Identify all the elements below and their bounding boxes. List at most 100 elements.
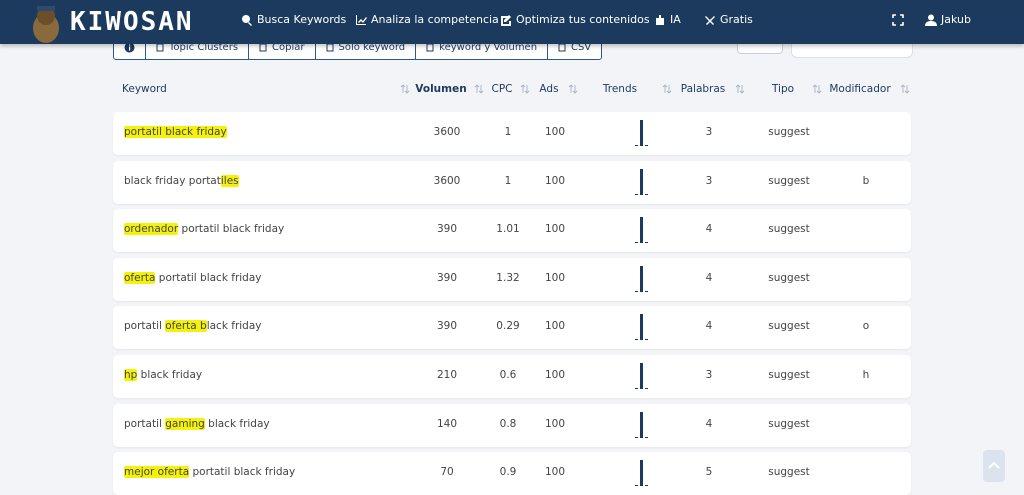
keyword-cell: portatil oferta black friday <box>124 320 262 333</box>
trend-sparkline <box>635 460 648 487</box>
keyword-segment: black friday portat <box>124 174 221 187</box>
user-menu[interactable]: Jakub <box>925 13 971 26</box>
navbar: KIWOSAN Jakub Busca Keywords Analiza la c… <box>0 0 1024 44</box>
trend-sparkline <box>635 411 648 438</box>
info-button[interactable] <box>114 35 146 59</box>
table-row: hp black friday 210 0.6 100 3 suggest h <box>113 355 911 398</box>
cpc-cell: 0.8 <box>499 417 517 430</box>
cpc-cell: 1.01 <box>496 223 520 236</box>
ads-cell: 100 <box>544 174 566 187</box>
cpc-cell: 0.6 <box>499 369 517 381</box>
scroll-top-button[interactable] <box>983 450 1005 482</box>
palabras-cell: 3 <box>705 369 713 381</box>
keyword-segment: portatil <box>124 417 166 430</box>
palabras-cell: 4 <box>705 223 713 236</box>
keyword-cell: mejor oferta portatil black friday <box>124 466 296 479</box>
keyword-segment: lack friday <box>206 320 262 333</box>
column-header[interactable]: Palabras <box>680 83 726 95</box>
sort-icon[interactable] <box>662 84 672 94</box>
keyword-cell: portatil black friday <box>124 126 227 138</box>
nav-link-text: Analiza la competencia <box>371 13 499 26</box>
nav-link[interactable]: Analiza la competencia <box>355 13 499 26</box>
table-row: black friday portatiles 3600 1 100 3 suggest b <box>113 160 911 204</box>
sort-icon[interactable] <box>812 84 822 94</box>
nav-link-text: Busca Keywords <box>257 13 347 26</box>
column-header[interactable]: Ads <box>539 83 559 95</box>
nav-link-text: Optimiza tus contenidos <box>516 13 650 26</box>
volumen-cell: 390 <box>436 271 458 284</box>
column-header[interactable]: Volumen <box>415 83 467 95</box>
ads-cell: 100 <box>544 320 566 333</box>
keyword-segment: iles <box>220 174 239 187</box>
trend-sparkline <box>635 363 648 389</box>
palabras-cell: 4 <box>705 271 713 284</box>
sort-icon[interactable] <box>400 84 410 94</box>
palabras-cell: 4 <box>705 417 713 430</box>
nav-link[interactable]: IA <box>654 13 681 26</box>
table-row: portatil gaming black friday 140 0.8 100 4 su… <box>113 403 911 447</box>
keyword-segment: portatil black friday <box>124 126 227 138</box>
volumen-cell: 390 <box>436 223 458 236</box>
column-header[interactable]: Keyword <box>122 83 167 95</box>
keyword-segment: portatil <box>124 320 166 333</box>
tipo-cell: suggest <box>768 223 810 236</box>
palabras-cell: 3 <box>705 126 713 138</box>
modificador-cell: b <box>862 174 870 187</box>
keyword-segment: gaming <box>165 417 205 430</box>
sort-icon[interactable] <box>474 84 484 94</box>
nav-link[interactable]: Optimiza tus contenidos <box>500 13 650 26</box>
keyword-segment: black friday <box>204 417 270 430</box>
cpc-cell: 1 <box>504 174 512 187</box>
palabras-cell: 4 <box>705 320 713 333</box>
toolbar-button-text: keyword y Volumen <box>439 41 538 53</box>
logo[interactable]: KIWOSAN <box>70 7 194 37</box>
column-header[interactable]: Modificador <box>829 83 891 95</box>
palabras-cell: 5 <box>705 466 713 479</box>
table-row: oferta portatil black friday 390 1.32 100 4 s… <box>113 257 911 301</box>
ads-cell: 100 <box>544 271 566 284</box>
cpc-cell: 1 <box>504 126 512 138</box>
keyword-segment: oferta b <box>165 320 207 333</box>
keyword-segment: portatil black friday <box>155 271 262 284</box>
keyword-cell: oferta portatil black friday <box>124 271 262 284</box>
tipo-cell: suggest <box>768 369 810 381</box>
tipo-cell: suggest <box>768 126 810 138</box>
sort-icon[interactable] <box>735 84 745 94</box>
column-header[interactable]: CPC <box>491 83 513 95</box>
ads-cell: 100 <box>544 223 566 236</box>
tipo-cell: suggest <box>768 174 810 187</box>
toolbar-button-text: Solo keyword <box>338 41 406 53</box>
keyword-cell: ordenador portatil black friday <box>124 223 285 236</box>
nav-link-text: Gratis <box>720 13 753 26</box>
fullscreen-icon[interactable] <box>892 14 904 26</box>
keyword-segment: portatil black friday <box>189 466 296 479</box>
volumen-cell: 70 <box>440 466 454 479</box>
keyword-segment: mejor oferta <box>124 466 190 479</box>
cpc-cell: 0.9 <box>499 466 517 479</box>
sort-icon[interactable] <box>520 84 530 94</box>
ads-cell: 100 <box>544 126 566 138</box>
keyword-segment: oferta <box>124 271 156 284</box>
tipo-cell: suggest <box>768 320 810 333</box>
sort-icon[interactable] <box>900 84 910 94</box>
trend-sparkline <box>635 120 648 146</box>
tipo-cell: suggest <box>768 417 810 430</box>
trend-sparkline <box>635 314 648 341</box>
column-header[interactable]: Trends <box>602 83 638 95</box>
volumen-cell: 210 <box>436 369 458 381</box>
logo-mascot <box>33 6 59 43</box>
nav-link[interactable]: Gratis <box>704 13 753 26</box>
ads-cell: 100 <box>544 369 566 381</box>
volumen-cell: 3600 <box>433 174 461 187</box>
keyword-cell: portatil gaming black friday <box>124 417 270 430</box>
keyword-segment: hp <box>124 369 138 381</box>
table-row: portatil oferta black friday 390 0.29 100 4 s… <box>113 306 911 350</box>
sort-icon[interactable] <box>568 84 578 94</box>
nav-link[interactable]: Busca Keywords <box>241 13 346 26</box>
ads-cell: 100 <box>544 417 566 430</box>
modificador-cell: o <box>862 320 870 333</box>
keyword-segment: portatil black friday <box>178 223 285 236</box>
column-header[interactable]: Tipo <box>771 83 795 95</box>
cpc-cell: 1.32 <box>496 271 520 284</box>
